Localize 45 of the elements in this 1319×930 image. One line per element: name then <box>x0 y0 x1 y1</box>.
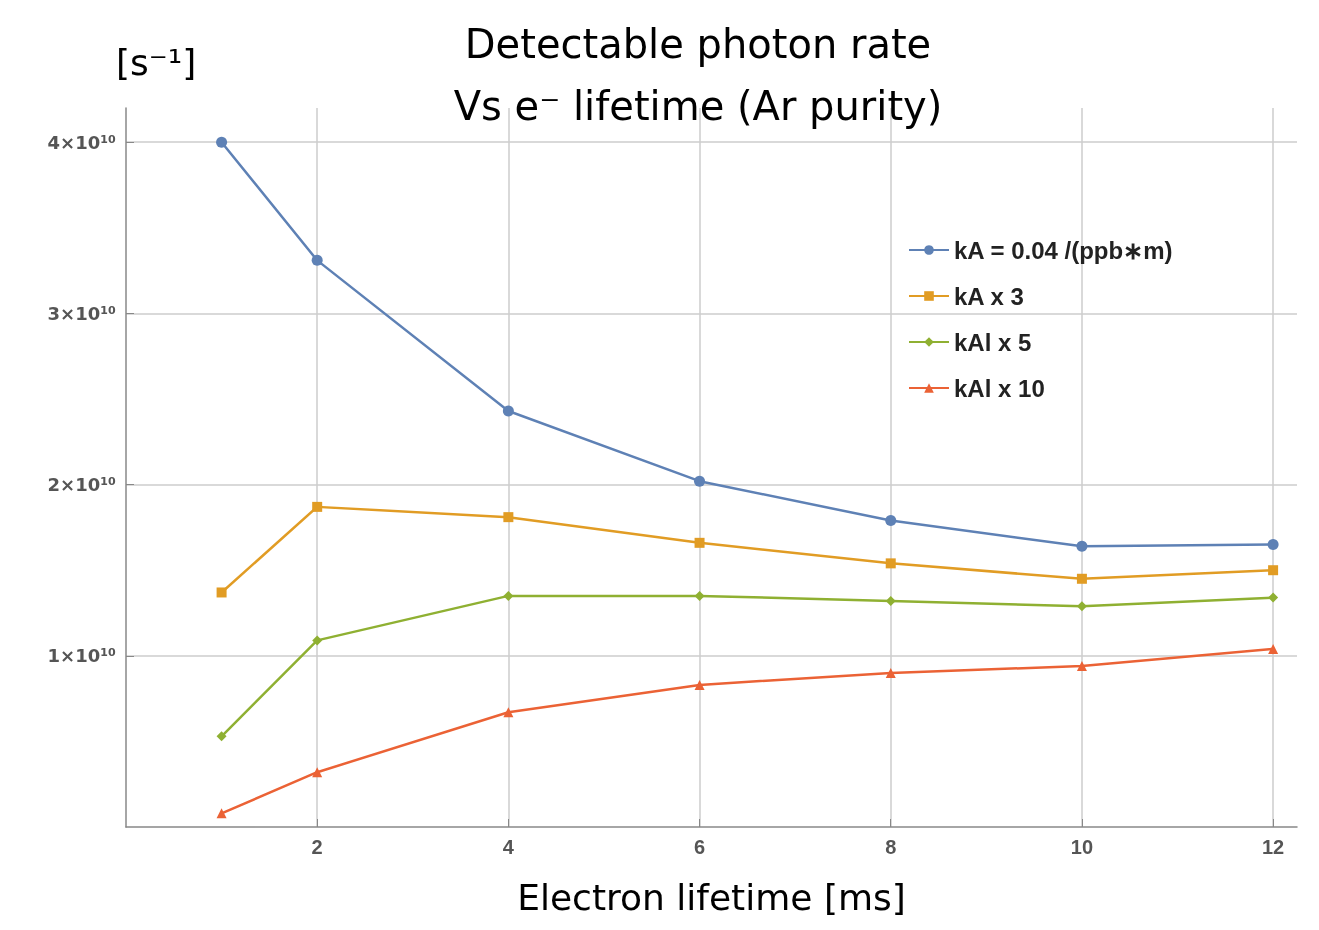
x-tick-label: 8 <box>885 836 897 858</box>
legend-label: kA x 3 <box>954 282 1024 310</box>
x-tick-label: 12 <box>1261 836 1285 858</box>
y-tick-label: 4×10¹⁰ <box>47 131 117 153</box>
point <box>694 679 705 690</box>
point <box>216 587 227 598</box>
point <box>312 767 323 778</box>
legend-label: kAl x 5 <box>954 328 1032 356</box>
point <box>1076 573 1087 584</box>
point <box>502 405 514 417</box>
point <box>694 590 705 601</box>
x-tick-label: 2 <box>311 836 323 858</box>
y-tick-label: 1×10¹⁰ <box>47 645 117 667</box>
x-tick-label: 6 <box>693 836 706 858</box>
point <box>885 596 896 607</box>
point <box>885 558 896 569</box>
point <box>694 537 705 548</box>
x-axis-title: Electron lifetime [ms] <box>517 876 906 918</box>
point <box>1268 643 1279 654</box>
point <box>216 808 227 819</box>
y-tick-label: 2×10¹⁰ <box>47 474 117 496</box>
point <box>503 707 514 718</box>
point <box>312 501 323 512</box>
point <box>503 512 514 523</box>
point <box>1076 601 1087 612</box>
point <box>1076 540 1088 552</box>
point <box>885 667 896 678</box>
legend-label: kA = 0.04 /(ppb∗m) <box>954 236 1173 264</box>
chart-title: Detectable photon rate Vs e⁻ lifetime (Ar purity) <box>453 21 943 129</box>
point <box>1267 539 1279 551</box>
point <box>1076 661 1087 672</box>
point <box>503 590 514 601</box>
point <box>216 136 228 148</box>
point <box>694 475 706 487</box>
point <box>1268 565 1279 576</box>
y-tick-label: 3×10¹⁰ <box>47 302 117 324</box>
point <box>311 254 323 266</box>
point <box>312 635 323 646</box>
point <box>216 731 227 742</box>
x-tick-label: 4 <box>502 836 515 858</box>
point <box>885 515 897 527</box>
point <box>1268 592 1279 603</box>
x-tick-label: 10 <box>1070 836 1094 858</box>
y-axis-title: [s⁻¹] <box>116 41 197 83</box>
legend-label: kAl x 10 <box>954 374 1045 402</box>
